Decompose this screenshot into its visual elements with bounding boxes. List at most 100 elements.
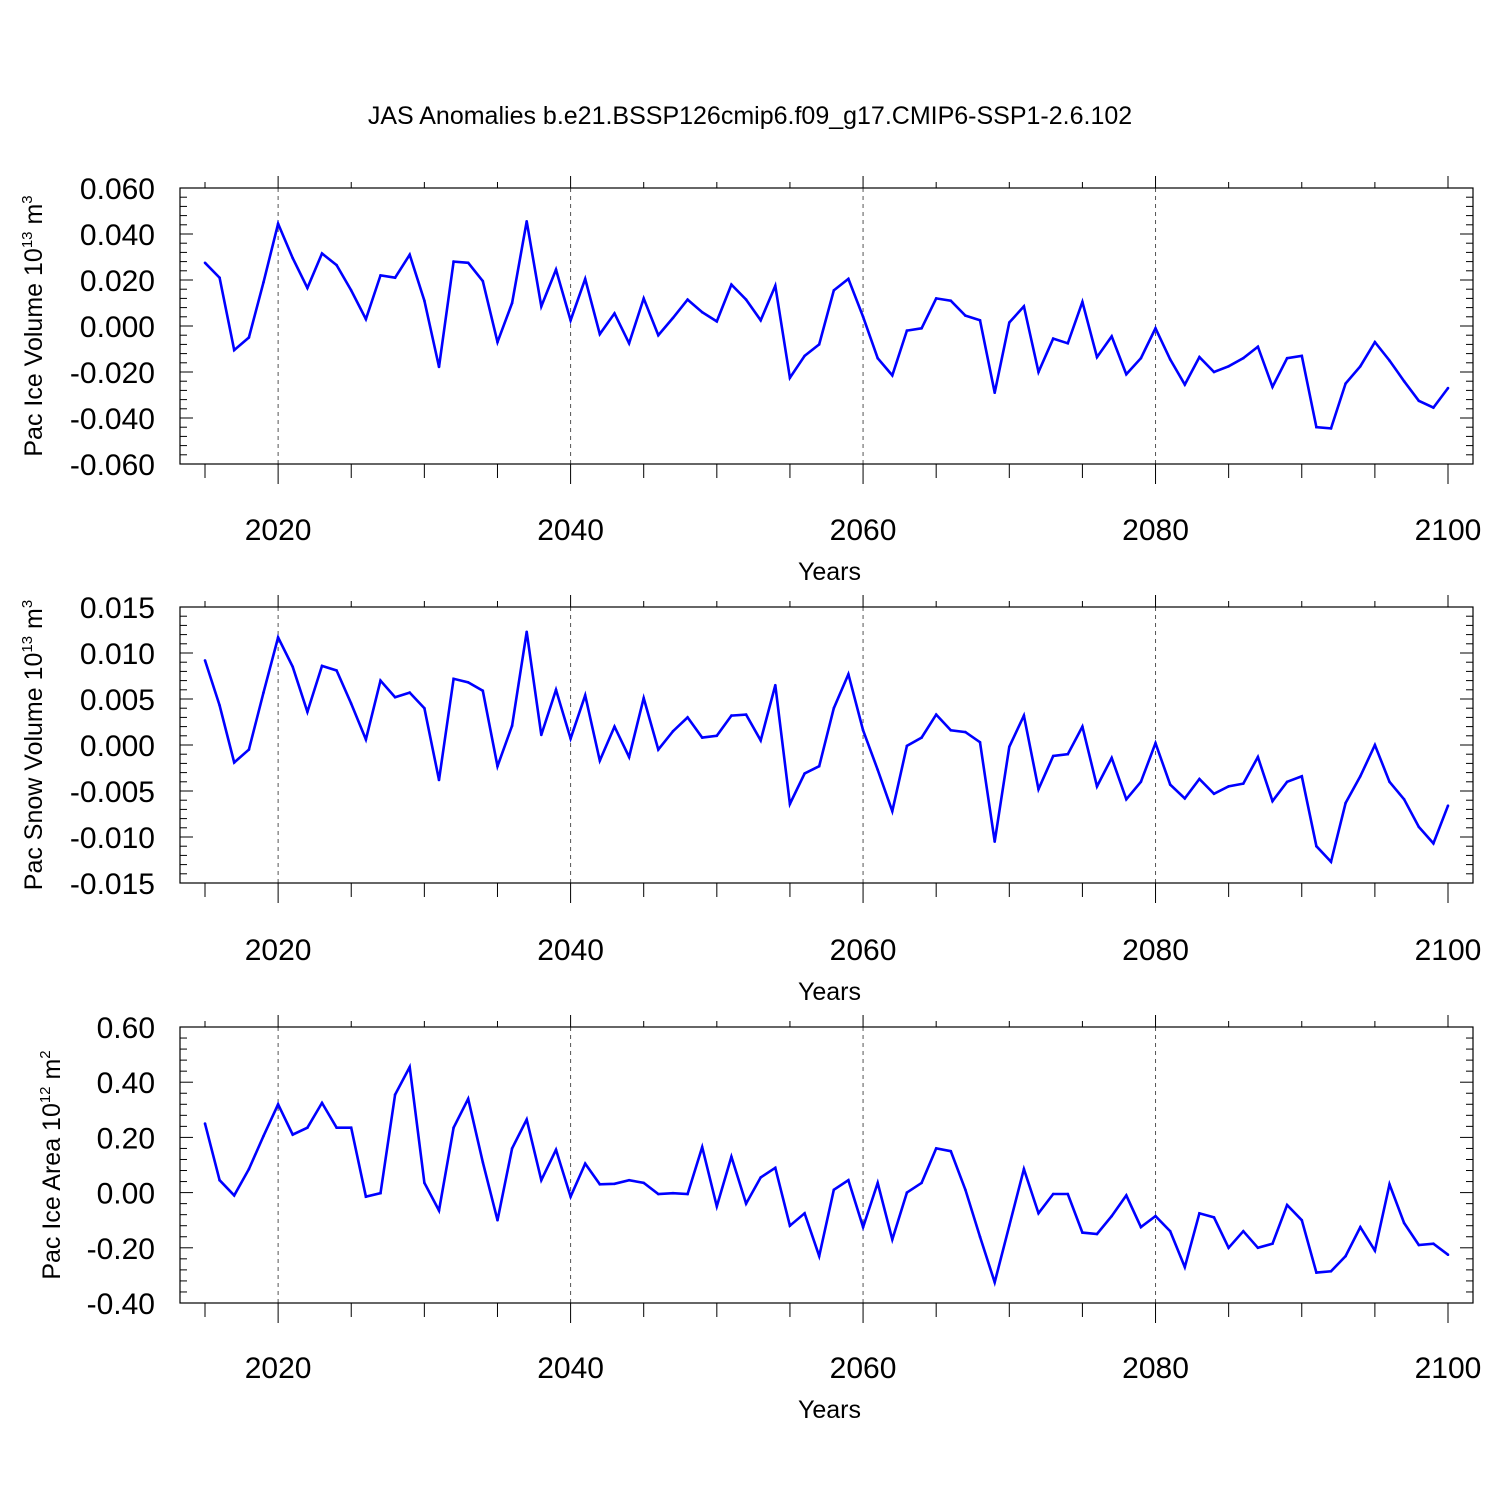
data-point — [232, 348, 236, 352]
data-point — [423, 1181, 426, 1185]
data-point — [905, 329, 909, 332]
y-tick-label: 0.005 — [80, 684, 155, 717]
chart-title: JAS Anomalies b.e21.BSSP126cmip6.f09_g17… — [368, 102, 1132, 130]
data-point — [1271, 799, 1274, 803]
y-tick-label: -0.40 — [87, 1288, 155, 1321]
data-point — [730, 283, 733, 286]
y-tick-label: -0.005 — [70, 776, 155, 809]
data-point — [847, 277, 850, 281]
x-tick-label: 2040 — [537, 934, 604, 967]
data-point — [1359, 365, 1362, 368]
data-point — [613, 1182, 616, 1186]
data-point — [832, 706, 836, 710]
y-tick-label: 0.040 — [80, 219, 155, 252]
data-point — [540, 1178, 543, 1182]
data-point — [949, 1149, 953, 1153]
data-point — [1242, 1229, 1245, 1233]
x-axis-label: Years — [798, 1396, 861, 1424]
data-point — [247, 748, 251, 751]
data-point — [876, 356, 879, 360]
data-point — [1095, 355, 1099, 359]
data-point — [891, 374, 894, 377]
data-point — [686, 1192, 689, 1196]
x-axis-label: Years — [798, 978, 861, 1006]
data-point — [1168, 1229, 1172, 1233]
panel-ice-volume: -0.060 -0.040 -0.020 0.000 0.020 0.040 0.060 20… — [19, 173, 1481, 586]
data-point — [276, 1103, 280, 1106]
data-point — [583, 1162, 587, 1165]
data-point — [744, 713, 748, 716]
data-point — [964, 314, 967, 317]
data-point — [1051, 1192, 1055, 1196]
series-line — [203, 1062, 1449, 1287]
data-point — [1344, 801, 1347, 805]
data-point — [1081, 300, 1084, 304]
data-point — [218, 704, 221, 707]
data-point — [671, 316, 675, 320]
y-tick-label: -0.20 — [87, 1233, 155, 1266]
data-point — [978, 1235, 982, 1239]
data-point — [657, 1192, 660, 1196]
x-tick-label: 2100 — [1415, 1352, 1482, 1385]
data-point — [613, 725, 616, 728]
data-point — [423, 706, 426, 710]
panel-ice-area: -0.40 -0.20 0.00 0.20 0.40 0.60 2020 2040 2060 20… — [37, 1012, 1481, 1424]
x-tick-label: 2020 — [245, 934, 312, 967]
data-point — [1125, 798, 1128, 801]
data-point — [1095, 1232, 1099, 1236]
data-point — [598, 332, 602, 336]
data-point — [481, 1160, 485, 1164]
data-point — [379, 274, 382, 277]
data-point — [671, 1191, 675, 1195]
data-point — [1227, 1246, 1230, 1250]
data-point — [1022, 714, 1026, 717]
data-point — [408, 1065, 412, 1069]
data-point — [949, 729, 953, 732]
data-point — [335, 1126, 338, 1129]
data-point — [774, 683, 777, 687]
data-point — [891, 1238, 894, 1241]
y-axis-label: Pac Snow Volume 1013 m3 — [19, 600, 48, 890]
data-point — [1008, 1224, 1011, 1227]
data-point — [496, 1218, 499, 1222]
data-point — [262, 281, 265, 284]
data-point — [1110, 756, 1113, 760]
data-point — [408, 691, 412, 694]
data-point — [1329, 427, 1333, 430]
data-point — [1446, 1253, 1450, 1256]
plot-frame — [179, 187, 1474, 465]
y-tick-label: 0.000 — [80, 730, 155, 763]
data-point — [1037, 1212, 1040, 1215]
data-point — [1183, 797, 1187, 800]
data-point — [803, 772, 806, 775]
data-point — [364, 317, 368, 321]
data-point — [364, 1195, 368, 1198]
data-point — [1183, 383, 1187, 386]
data-point — [1271, 385, 1274, 389]
data-point — [408, 253, 412, 256]
data-point — [1388, 1183, 1391, 1186]
data-point — [1344, 382, 1347, 385]
y-axis-label: Pac Ice Area 1012 m2 — [37, 1050, 66, 1279]
data-point — [1139, 356, 1143, 360]
y-tick-label: 0.015 — [80, 592, 155, 625]
data-point — [1256, 345, 1260, 349]
data-point — [306, 1126, 309, 1129]
data-point — [349, 1126, 353, 1129]
data-point — [978, 319, 982, 322]
data-point — [349, 289, 353, 292]
data-point — [1008, 321, 1011, 324]
data-point — [1154, 741, 1157, 745]
data-point — [203, 261, 207, 265]
data-point — [847, 672, 850, 676]
data-point — [1066, 752, 1070, 756]
data-point — [1110, 335, 1113, 338]
x-tick-label: 2100 — [1415, 934, 1482, 967]
data-point — [1095, 785, 1099, 788]
data-point — [861, 1225, 865, 1229]
data-point — [379, 679, 382, 682]
data-point — [1198, 777, 1201, 781]
data-point — [1066, 342, 1070, 345]
y-axis-label: Pac Ice Volume 1013 m3 — [19, 195, 48, 456]
data-point — [1446, 386, 1450, 390]
